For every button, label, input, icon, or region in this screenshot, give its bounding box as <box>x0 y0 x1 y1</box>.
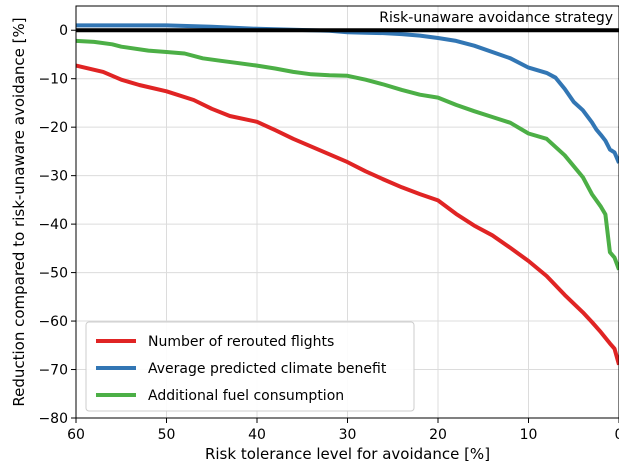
y-tick-label: −40 <box>38 217 68 233</box>
x-tick-label: 30 <box>339 427 357 443</box>
legend-label: Additional fuel consumption <box>148 388 344 404</box>
legend-box <box>85 321 415 412</box>
x-tick-label: 40 <box>248 427 266 443</box>
y-tick-label: −20 <box>38 120 68 136</box>
x-tick-label: 20 <box>429 427 447 443</box>
series-line <box>75 63 619 366</box>
y-axis-ticks: 0 −10 −20 −30 −40 −50 −60 −70 −80 <box>38 23 76 427</box>
y-axis-title: Reduction compared to risk-unaware avoid… <box>10 17 28 406</box>
y-tick-label: −10 <box>38 72 68 88</box>
x-tick-label: 60 <box>67 427 85 443</box>
legend-item: Additional fuel consumption <box>96 388 344 404</box>
legend: Number of rerouted flights Average predic… <box>85 321 415 412</box>
x-tick-label: 50 <box>158 427 176 443</box>
y-tick-label: −80 <box>38 411 68 427</box>
x-axis-title: Risk tolerance level for avoidance [%] <box>205 445 490 463</box>
y-tick-label: −70 <box>38 363 68 379</box>
y-tick-label: −60 <box>38 314 68 330</box>
legend-label: Average predicted climate benefit <box>148 361 387 377</box>
series-line <box>75 38 619 271</box>
x-tick-label: 10 <box>520 427 538 443</box>
x-axis-ticks: 60 50 40 30 20 10 0 <box>67 418 619 443</box>
legend-label: Number of rerouted flights <box>148 334 334 350</box>
y-tick-label: 0 <box>59 23 68 39</box>
legend-item: Average predicted climate benefit <box>96 361 387 377</box>
x-tick-label: 0 <box>615 427 619 443</box>
y-tick-label: −30 <box>38 169 68 185</box>
reference-line-label: Risk-unaware avoidance strategy <box>379 10 613 26</box>
legend-item: Number of rerouted flights <box>96 334 334 350</box>
y-tick-label: −50 <box>38 266 68 282</box>
